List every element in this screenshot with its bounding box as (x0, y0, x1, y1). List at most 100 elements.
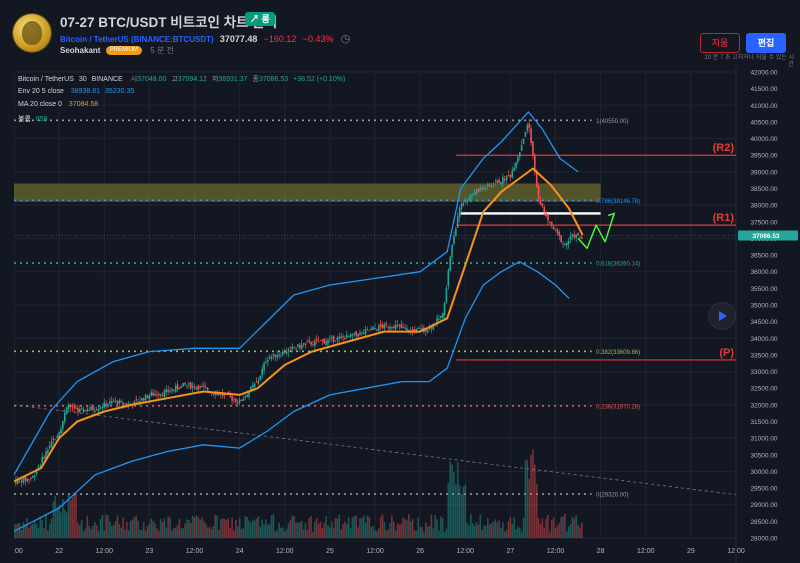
candle-body (445, 287, 448, 303)
y-axis-tick-label: 32500.00 (750, 386, 777, 393)
volume-bar (216, 515, 218, 538)
volume-bar (534, 464, 536, 538)
candle-body (37, 466, 40, 470)
volume-bar (161, 522, 164, 538)
candle-body (86, 409, 89, 412)
volume-bar (571, 516, 574, 538)
volume-bar (573, 518, 576, 538)
volume-bar (402, 517, 405, 538)
candle-body (229, 395, 232, 398)
volume-bar (109, 521, 111, 538)
volume-bar (225, 520, 228, 538)
delete-button[interactable]: 지움 (700, 33, 740, 53)
symbol-code-link[interactable]: (BINANCE:BTCUSDT) (130, 35, 214, 44)
replay-button[interactable] (708, 302, 736, 330)
candle-body (577, 233, 579, 236)
volume-bar (406, 520, 408, 538)
candle-body (539, 200, 542, 205)
volume-bar (35, 524, 38, 538)
candle-body (419, 328, 421, 330)
zone-label: (R1) (713, 212, 735, 224)
candle-body (312, 344, 314, 346)
volume-bar (283, 531, 286, 538)
volume-bar (233, 530, 235, 538)
legend-ma[interactable]: MA 20 close 0 37084.58 (18, 101, 101, 108)
volume-bar (524, 460, 527, 538)
volume-bar (112, 524, 115, 538)
volume-bar (462, 486, 465, 538)
candle-body (353, 332, 356, 335)
candle-body (571, 234, 574, 237)
current-price-badge (738, 230, 798, 241)
candle-body (261, 368, 263, 376)
candle-body (186, 385, 188, 387)
candle-body (426, 330, 429, 332)
volume-bar (251, 519, 254, 538)
candle-body (161, 394, 164, 396)
legend-envelope[interactable]: Env 20 5 close 38938.81 35230.35 (18, 88, 137, 95)
volume-bar (317, 523, 320, 538)
current-price-label: 37086.53 (752, 233, 779, 240)
volume-bar (231, 517, 233, 538)
volume-bar (532, 449, 534, 538)
candle-body (300, 344, 303, 350)
edit-button[interactable]: 편집 (746, 33, 786, 53)
y-axis-tick-label: 37500.00 (750, 219, 777, 226)
author-name[interactable]: Seohakant (60, 46, 101, 55)
volume-bar (156, 528, 158, 538)
author-avatar[interactable] (13, 14, 51, 52)
volume-bar (419, 527, 421, 538)
candle-body (22, 477, 25, 483)
candle-body (152, 392, 154, 396)
candle-body (470, 195, 472, 199)
candle-body (432, 323, 435, 330)
volume-bar (195, 515, 198, 538)
volume-bar (107, 515, 109, 538)
volume-bar (43, 528, 45, 538)
volume-bar (400, 523, 403, 538)
volume-bar (169, 517, 171, 538)
price-chart[interactable]: 12:00 22 12:00 23 12:00 24 12:00 25 12:00 26 12:00… (14, 68, 800, 563)
volume-bar (383, 521, 386, 538)
candle-body (197, 385, 200, 390)
volume-bar (342, 523, 344, 538)
candle-body (214, 393, 216, 395)
volume-bar (291, 515, 294, 538)
candle-body (342, 336, 344, 338)
candle-body (421, 328, 423, 331)
volume-bar (394, 530, 397, 538)
candle-body (509, 175, 512, 178)
volume-bar (99, 518, 102, 538)
candle-body (515, 162, 517, 168)
legend-high-label: 고 (171, 76, 178, 83)
candle-body (242, 398, 245, 401)
volume-bar (82, 531, 85, 538)
candle-body (485, 188, 487, 190)
volume-bar (513, 517, 515, 538)
moving-average-line (14, 167, 584, 483)
candle-body (218, 393, 220, 396)
volume-bar (193, 517, 196, 538)
volume-bar (556, 525, 559, 538)
volume-bar (186, 519, 188, 538)
symbol-link[interactable]: Bitcoin / TetherUS (60, 35, 129, 44)
volume-bar (391, 515, 393, 538)
candle-body (530, 128, 532, 143)
legend-volume[interactable]: 볼륨 859 (18, 114, 51, 124)
volume-bar (338, 514, 341, 538)
candle-body (263, 363, 265, 371)
volume-bar (47, 530, 49, 538)
candle-body (159, 393, 162, 396)
candle-body (534, 155, 536, 172)
volume-bar (88, 525, 91, 538)
x-axis-tick-label: 29 (687, 548, 695, 555)
candle-body (285, 352, 288, 355)
candle-body (441, 313, 444, 318)
candle-body (248, 391, 250, 397)
volume-bar (436, 519, 438, 538)
candle-body (368, 330, 371, 332)
candle-body (361, 331, 363, 333)
candle-body (293, 347, 295, 349)
candle-body (289, 347, 292, 348)
volume-bar (41, 520, 44, 538)
